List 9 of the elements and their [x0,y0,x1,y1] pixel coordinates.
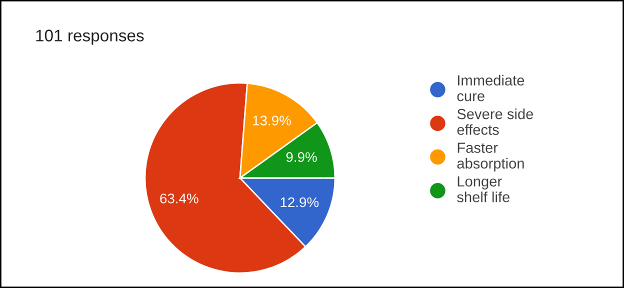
legend-label: Severe side effects [457,108,534,135]
legend-label: Immediate cure [457,74,524,102]
data-label: 63.4% [160,194,198,204]
data-label: 13.9% [253,116,291,126]
legend-label: Longer shelf life [457,176,510,202]
data-label: 9.9% [286,152,317,162]
chart-title: 101 responses [36,30,144,45]
data-label: 12.9% [280,197,319,208]
legend-label: Faster absorption [457,142,524,172]
